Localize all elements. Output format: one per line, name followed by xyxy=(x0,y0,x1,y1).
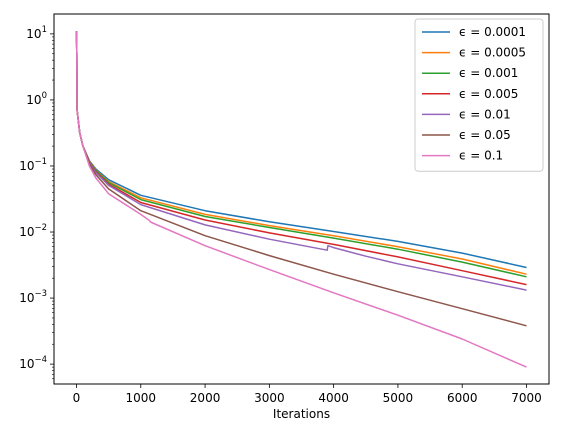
x-tick-label: 1000 xyxy=(126,391,157,405)
x-axis-label: Iterations xyxy=(273,407,330,421)
x-axis-ticks: 0 1000 2000 3000 4000 5000 6000 7000 xyxy=(73,384,542,405)
legend-label-5: ϵ = 0.01 xyxy=(459,107,511,121)
x-tick-label: 5000 xyxy=(383,391,414,405)
y-tick-label: 101 xyxy=(26,25,47,41)
legend-label-4: ϵ = 0.005 xyxy=(459,87,518,101)
series-lines xyxy=(75,31,527,368)
legend-box xyxy=(414,18,544,172)
x-tick-label: 4000 xyxy=(318,391,349,405)
legend: ϵ = 0.0001 ϵ = 0.0005 ϵ = 0.001 ϵ = 0.005 ϵ … xyxy=(414,18,544,172)
x-tick-label: 0 xyxy=(73,391,81,405)
x-tick-label: 6000 xyxy=(447,391,478,405)
legend-label-6: ϵ = 0.05 xyxy=(459,128,511,142)
legend-label-2: ϵ = 0.0005 xyxy=(459,46,526,60)
y-tick-label: 10−2 xyxy=(19,223,47,239)
y-tick-label: 10−3 xyxy=(19,289,47,305)
y-axis-ticks: 10−4 10−3 10−2 10−1 100 101 xyxy=(19,25,54,380)
y-tick-label: 100 xyxy=(26,91,47,107)
legend-label-3: ϵ = 0.001 xyxy=(459,66,518,80)
y-tick-label: 10−1 xyxy=(19,157,47,173)
legend-label-1: ϵ = 0.0001 xyxy=(459,25,526,39)
x-tick-label: 3000 xyxy=(254,391,285,405)
series-line-7 xyxy=(75,31,527,368)
x-tick-label: 7000 xyxy=(511,391,542,405)
plot-frame xyxy=(53,13,550,385)
x-tick-label: 2000 xyxy=(190,391,221,405)
y-tick-label: 10−4 xyxy=(19,355,47,371)
legend-label-7: ϵ = 0.1 xyxy=(459,149,503,163)
